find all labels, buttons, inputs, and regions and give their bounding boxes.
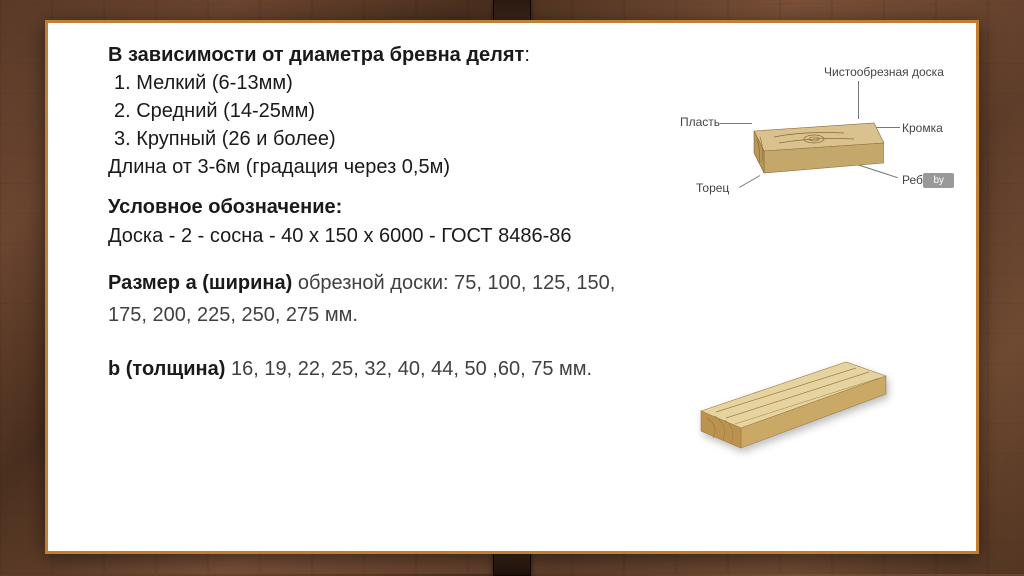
heading-colon: : (524, 44, 530, 66)
board-3d-icon (734, 121, 884, 191)
thickness-label: b (толщина) (108, 358, 225, 380)
diagram-label-bottom: Торец (696, 181, 729, 195)
board-diagram: Чистообрезная доска Пласть Кромка Ребро … (614, 63, 954, 223)
slide-card: В зависимости от диаметра бревна делят: … (45, 20, 979, 554)
diagram-label-top: Чистообрезная доска (824, 65, 944, 79)
notation-line: Доска - 2 - сосна - 40 х 150 х 6000 - ГО… (108, 222, 916, 251)
leader-top (858, 81, 859, 119)
thickness-values: 16, 19, 22, 25, 32, 40, 44, 50 ,60, 75 м… (225, 358, 592, 380)
attribution-tag: by (923, 173, 954, 188)
width-line: Размер а (ширина) обрезной доски: 75, 10… (108, 267, 628, 331)
diagram-label-left: Пласть (680, 115, 720, 129)
plank-icon (691, 356, 891, 466)
plank-illustration (686, 346, 896, 476)
diagram-label-right-top: Кромка (902, 121, 943, 135)
heading-diameter: В зависимости от диаметра бревна делят (108, 44, 524, 66)
width-label: Размер а (ширина) (108, 272, 292, 294)
